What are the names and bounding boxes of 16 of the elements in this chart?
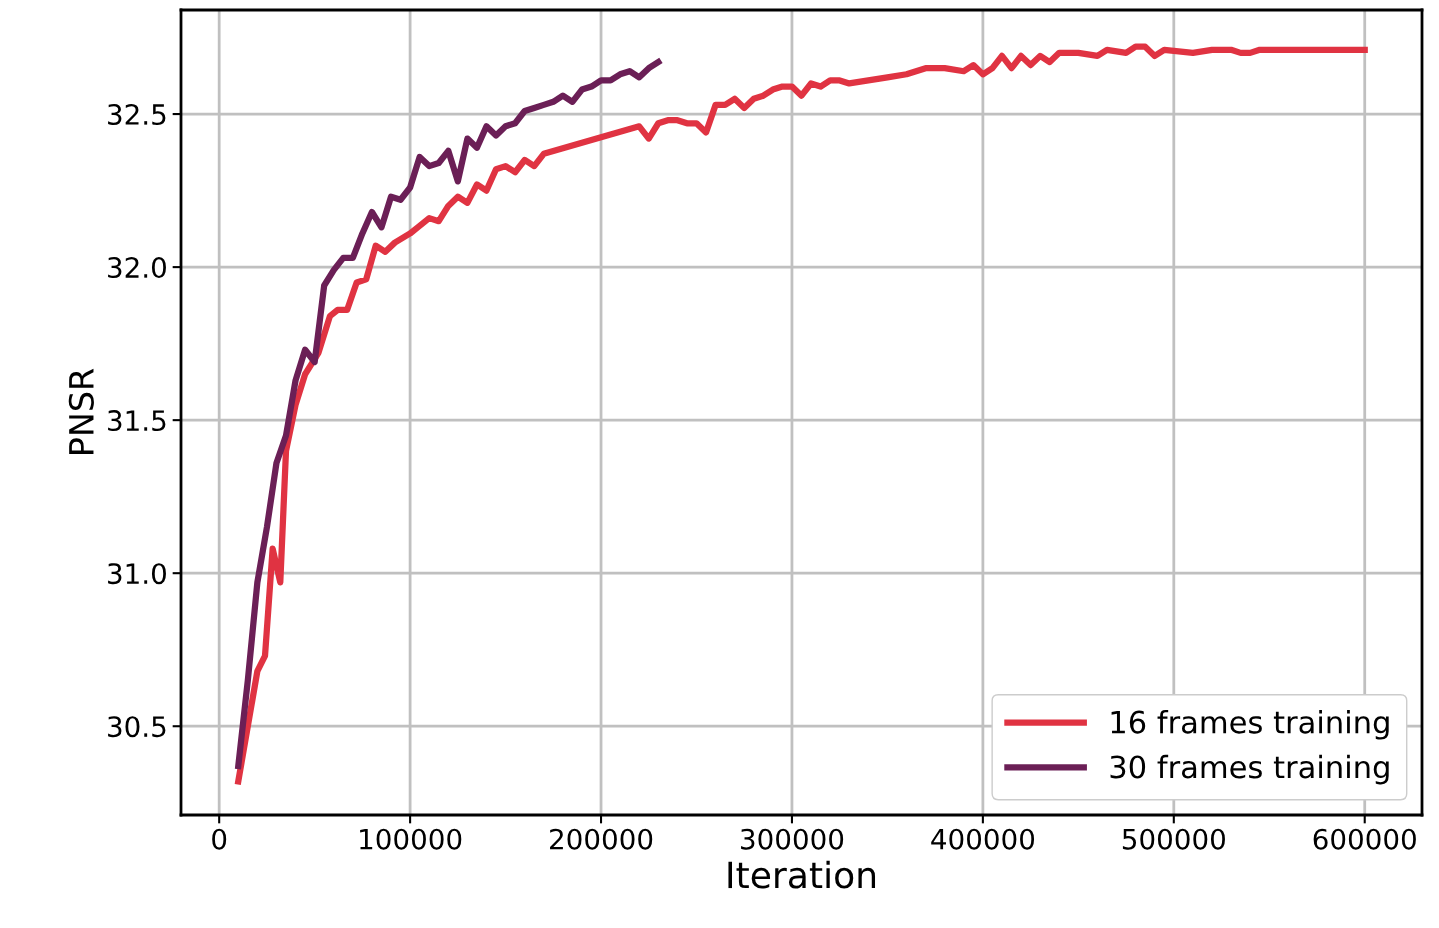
x-tick-label: 400000: [931, 828, 1035, 850]
x-axis-title: Iteration: [728, 860, 876, 889]
legend-label: 16 frames training: [1111, 710, 1389, 740]
x-tick-label: 500000: [1122, 828, 1225, 850]
y-tick-label: 32.5: [108, 104, 166, 126]
y-tick-label: 30.5: [108, 716, 166, 738]
x-tick-label: 100000: [360, 828, 462, 850]
x-tick-label: 300000: [741, 828, 844, 850]
x-tick-label: 600000: [1313, 828, 1416, 850]
y-tick-label: 32.0: [108, 257, 166, 279]
y-tick-label: 31.5: [108, 410, 166, 432]
y-tick-label: 31.0: [108, 563, 166, 585]
x-tick-label: 0: [212, 828, 227, 850]
legend-label: 30 frames training: [1110, 754, 1389, 785]
x-tick-label: 200000: [550, 828, 653, 850]
y-axis-title: PNSR: [68, 368, 94, 454]
